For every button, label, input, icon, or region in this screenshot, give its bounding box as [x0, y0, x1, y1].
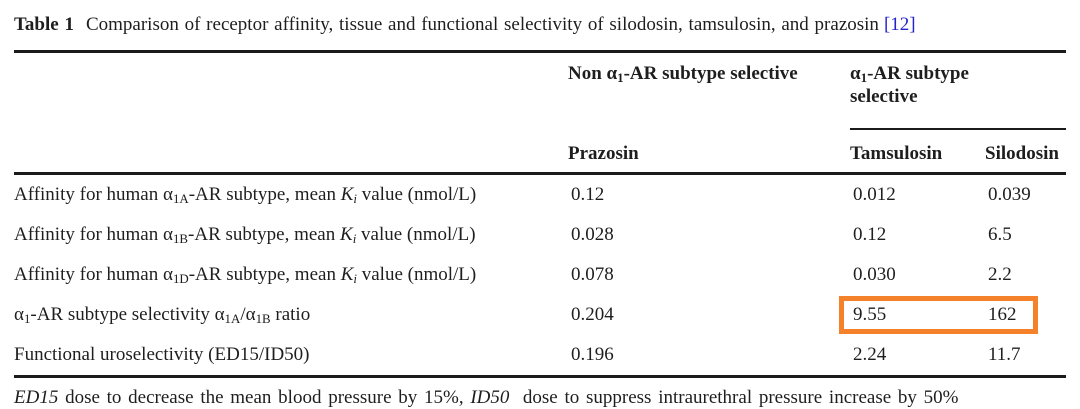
group-header-selective: α1-AR subtype selective	[850, 51, 1066, 130]
table-row: Affinity for human α1B-AR subtype, mean …	[14, 215, 1066, 255]
text-part: 1B	[172, 230, 189, 246]
footnote: ED15 dose to decrease the mean blood pre…	[14, 387, 1066, 409]
text-part: /α	[240, 303, 256, 325]
text-part: -AR subtype selective	[850, 63, 969, 107]
cell-tamsulosin: 0.12	[853, 224, 887, 245]
text-part: K	[340, 263, 354, 285]
text-part: value (nmol/L)	[357, 183, 477, 205]
text-part: Functional uroselectivity (ED15/ID50)	[14, 344, 310, 365]
cell-silodosin: 11.7	[985, 335, 1066, 378]
text-part: ratio	[270, 303, 311, 325]
text-part: -AR subtype, mean	[188, 223, 340, 245]
text-part: ED15	[14, 387, 59, 408]
document-page: Table 1 Comparison of receptor affinity, …	[14, 0, 1066, 409]
cell-prazosin: 0.12	[571, 184, 605, 205]
cell-silodosin: 6.5	[988, 224, 1012, 245]
text-part: 1	[23, 310, 31, 326]
text-part: 1	[617, 69, 624, 85]
text-part: i	[353, 270, 357, 286]
text-part: 1A	[224, 310, 241, 326]
text-part: dose to decrease the mean blood pressure…	[58, 387, 471, 408]
cell-tamsulosin: 0.012	[853, 184, 896, 205]
text-part: Affinity for human α	[14, 223, 173, 245]
text-part: dose to suppress intraurethral pressure …	[509, 387, 959, 408]
text-part: ID50	[470, 387, 510, 408]
citation-link[interactable]: [12]	[883, 14, 916, 35]
empty-header-cell	[14, 129, 568, 175]
text-part: i	[352, 230, 357, 246]
table-caption: Table 1 Comparison of receptor affinity, …	[14, 0, 1066, 50]
cell-prazosin: 0.196	[568, 335, 850, 378]
text-part: -AR subtype selectivity α	[30, 303, 225, 325]
comparison-table: Non α1-AR subtype selective α1-AR subtyp…	[14, 50, 1066, 378]
group-header-row: Non α1-AR subtype selective α1-AR subtyp…	[14, 51, 1066, 130]
text-part: K	[340, 183, 354, 205]
cell-prazosin: 0.078	[571, 264, 614, 285]
text-part: -AR subtype, mean	[188, 263, 341, 285]
cell-prazosin: 0.028	[571, 224, 614, 245]
group-header-selective-label: α1-AR subtype selective	[850, 63, 1020, 108]
cell-silodosin: 0.039	[988, 184, 1031, 205]
column-header-tamsulosin: Tamsulosin	[850, 129, 985, 175]
column-header-prazosin: Prazosin	[568, 129, 850, 175]
cell-silodosin: 162	[988, 304, 1017, 325]
row-label: α1-AR subtype selectivity α1A/α1B ratio	[14, 295, 568, 335]
text-part: 1A	[172, 190, 189, 206]
table-row: Affinity for human α1A-AR subtype, mean …	[14, 174, 1066, 216]
text-part: Affinity for human α	[14, 183, 173, 205]
empty-header-cell	[14, 52, 568, 130]
text-part: Affinity for human α	[14, 263, 173, 285]
text-part: 1D	[172, 270, 189, 286]
cell-tamsulosin: 9.55	[839, 295, 1038, 335]
text-part: 1B	[255, 310, 271, 326]
text-part: Non α	[568, 63, 618, 84]
cell-silodosin: 2.2	[988, 264, 1012, 285]
table-row: α1-AR subtype selectivity α1A/α1B ratio 0…	[14, 295, 1066, 335]
row-label: Functional uroselectivity (ED15/ID50)	[14, 335, 568, 378]
text-part: value (nmol/L)	[357, 263, 477, 285]
table-row: Functional uroselectivity (ED15/ID50) 0.1…	[14, 335, 1066, 378]
text-part: -AR subtype selective	[623, 63, 798, 84]
text-part: α	[850, 63, 861, 84]
cell-tamsulosin: 2.24	[850, 335, 985, 378]
row-label: Affinity for human α1D-AR subtype, mean …	[14, 255, 568, 295]
table-row: Affinity for human α1D-AR subtype, mean …	[14, 255, 1066, 295]
text-part: value (nmol/L)	[356, 223, 476, 245]
text-part: -AR subtype, mean	[188, 183, 341, 205]
text-part: K	[340, 223, 353, 245]
row-label: Affinity for human α1A-AR subtype, mean …	[14, 174, 568, 216]
column-header-row: Prazosin Tamsulosin Silodosin	[14, 129, 1066, 175]
cell-tamsulosin: 0.030	[853, 264, 896, 285]
cell-prazosin: 0.204	[571, 304, 614, 325]
text-part: 1	[860, 69, 868, 85]
table-caption-label: Table 1	[14, 14, 74, 35]
group-header-non-selective: Non α1-AR subtype selective	[568, 52, 850, 130]
table-caption-text: Comparison of receptor affinity, tissue …	[85, 14, 879, 35]
text-part: i	[353, 190, 357, 206]
table-body: Affinity for human α1A-AR subtype, mean …	[14, 174, 1066, 378]
row-label: Affinity for human α1B-AR subtype, mean …	[14, 215, 568, 255]
column-header-silodosin: Silodosin	[985, 129, 1066, 175]
text-part: α	[14, 303, 24, 325]
